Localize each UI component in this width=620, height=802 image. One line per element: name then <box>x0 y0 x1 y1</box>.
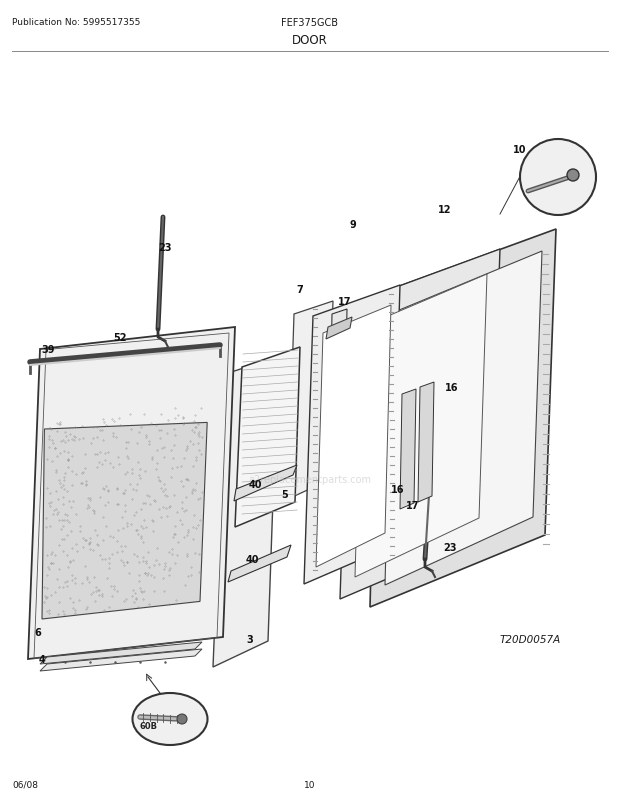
Text: 52: 52 <box>113 333 126 342</box>
Text: 17: 17 <box>406 500 420 510</box>
Text: 10: 10 <box>304 780 316 789</box>
Polygon shape <box>40 642 202 664</box>
Text: 6: 6 <box>35 627 42 638</box>
Polygon shape <box>418 383 434 502</box>
Polygon shape <box>400 390 416 509</box>
Polygon shape <box>28 327 235 659</box>
Text: a2replacementparts.com: a2replacementparts.com <box>249 475 371 484</box>
Text: 39: 39 <box>42 345 55 354</box>
Polygon shape <box>288 302 333 500</box>
Circle shape <box>567 170 579 182</box>
Text: 16: 16 <box>445 383 459 392</box>
Polygon shape <box>316 306 391 567</box>
Text: 16: 16 <box>391 484 405 494</box>
Polygon shape <box>304 286 400 585</box>
Text: 23: 23 <box>443 542 457 553</box>
Polygon shape <box>234 465 297 501</box>
Polygon shape <box>40 649 202 671</box>
Text: 40: 40 <box>248 480 262 489</box>
Polygon shape <box>355 274 487 577</box>
Text: 60B: 60B <box>139 722 157 731</box>
Text: 7: 7 <box>296 285 303 294</box>
Text: 17: 17 <box>339 297 352 306</box>
Polygon shape <box>326 318 352 339</box>
Text: 06/08: 06/08 <box>12 780 38 789</box>
Polygon shape <box>385 252 542 585</box>
Ellipse shape <box>133 693 208 745</box>
Circle shape <box>520 140 596 216</box>
Text: FEF375GCB: FEF375GCB <box>281 18 339 28</box>
Text: 9: 9 <box>350 220 356 229</box>
Polygon shape <box>340 249 500 599</box>
Text: DOOR: DOOR <box>292 34 328 47</box>
Text: 4: 4 <box>38 654 45 664</box>
Text: Publication No: 5995517355: Publication No: 5995517355 <box>12 18 140 27</box>
Polygon shape <box>228 545 291 582</box>
Text: 3: 3 <box>247 634 254 644</box>
Polygon shape <box>42 423 207 619</box>
Polygon shape <box>330 310 347 419</box>
Polygon shape <box>370 229 556 607</box>
Text: 23: 23 <box>158 243 172 253</box>
Polygon shape <box>213 358 278 667</box>
Text: 12: 12 <box>438 205 452 215</box>
Circle shape <box>177 714 187 724</box>
Text: 10: 10 <box>513 145 527 155</box>
Polygon shape <box>235 347 300 528</box>
Text: 40: 40 <box>246 554 259 565</box>
Text: T20D0057A: T20D0057A <box>499 634 560 644</box>
Text: 5: 5 <box>281 489 288 500</box>
